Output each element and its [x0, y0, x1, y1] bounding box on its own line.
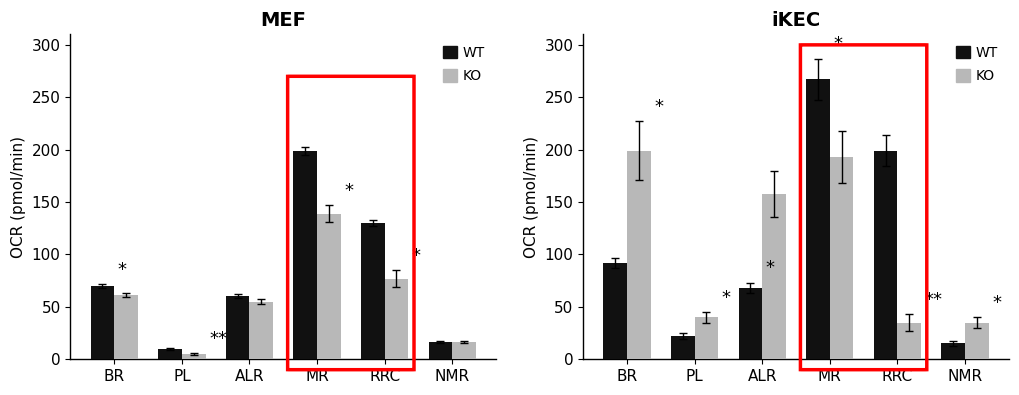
Text: *: * — [343, 182, 353, 200]
Text: *: * — [765, 260, 774, 277]
Bar — [384, 278, 408, 359]
Title: MEF: MEF — [260, 11, 306, 30]
Bar — [829, 157, 853, 359]
Bar — [873, 151, 897, 359]
Y-axis label: OCR (pmol/min): OCR (pmol/min) — [11, 136, 26, 258]
Bar — [603, 263, 627, 359]
Bar — [181, 354, 206, 359]
Bar — [671, 336, 694, 359]
Text: **: ** — [923, 291, 942, 309]
Bar — [694, 317, 717, 359]
Bar — [627, 151, 650, 359]
Y-axis label: OCR (pmol/min): OCR (pmol/min) — [524, 136, 538, 258]
Bar — [761, 194, 785, 359]
Bar — [91, 286, 114, 359]
Bar — [158, 349, 181, 359]
Legend: WT, KO: WT, KO — [951, 41, 1001, 87]
Text: *: * — [991, 294, 1001, 312]
Text: *: * — [118, 261, 126, 278]
Bar — [964, 322, 987, 359]
Legend: WT, KO: WT, KO — [439, 41, 489, 87]
Text: **: ** — [209, 330, 227, 348]
Text: *: * — [412, 247, 421, 265]
Bar — [317, 214, 340, 359]
Bar — [451, 342, 476, 359]
Title: iKEC: iKEC — [770, 11, 820, 30]
Bar — [250, 301, 273, 359]
Bar — [225, 296, 250, 359]
Bar — [361, 223, 384, 359]
Bar — [805, 79, 829, 359]
Text: *: * — [653, 98, 662, 116]
Bar — [428, 342, 451, 359]
Bar — [941, 344, 964, 359]
Text: *: * — [721, 289, 731, 307]
Bar — [897, 322, 920, 359]
Bar — [114, 295, 138, 359]
Text: *: * — [833, 35, 842, 53]
Bar — [293, 151, 317, 359]
Bar — [738, 288, 761, 359]
